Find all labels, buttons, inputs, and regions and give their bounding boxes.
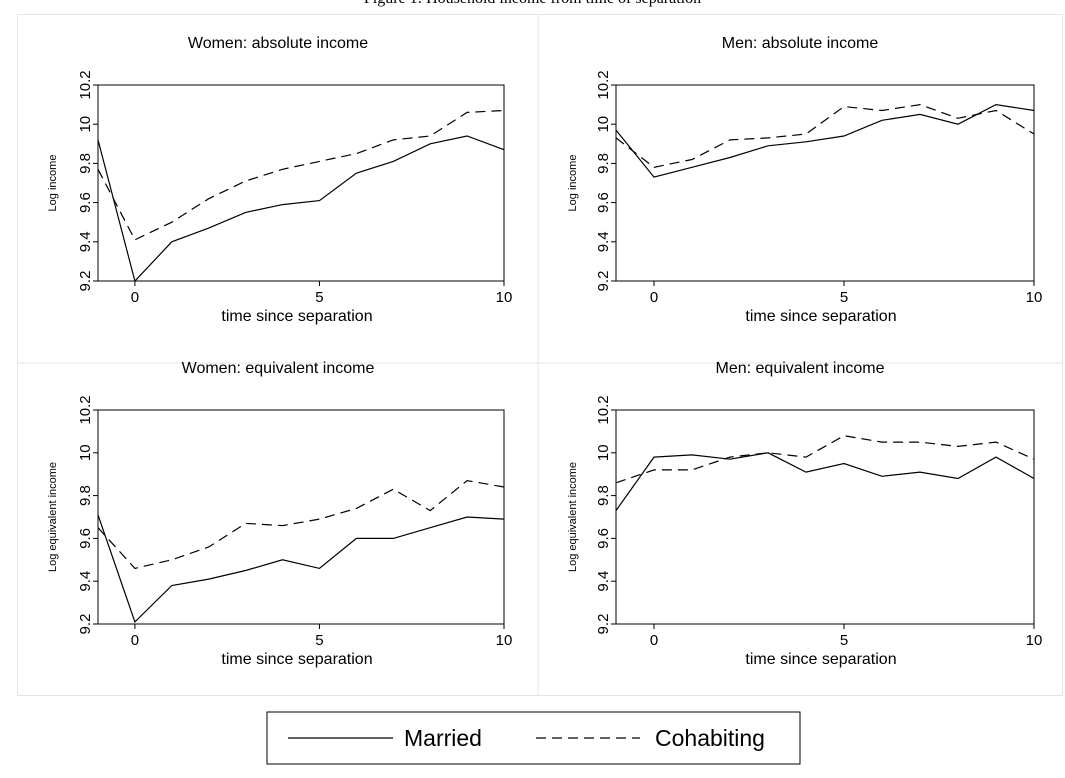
y-tick-label: 9.8 [77, 485, 94, 506]
y-tick-label: 9.6 [595, 528, 612, 549]
y-tick-label: 9.8 [77, 153, 94, 174]
plot-area [615, 409, 1035, 625]
series-line-married [97, 135, 505, 283]
chart-title: Men: absolute income [722, 35, 879, 52]
series-line-cohabiting [97, 479, 505, 570]
chart-panel-2: Men: absolute income 9.2 9.4 9.6 9.8 10 10.2 Lo… [567, 35, 1042, 325]
y-tick-label: 10 [595, 444, 612, 461]
x-axis-label: time since separation [745, 308, 896, 325]
x-tick-label: 10 [496, 289, 513, 306]
series-line-married [615, 452, 1035, 511]
legend-label: Married [404, 725, 482, 751]
y-tick-label: 9.4 [595, 231, 612, 252]
x-tick-label: 0 [131, 289, 139, 306]
series-line-cohabiting [615, 103, 1035, 168]
x-tick-label: 0 [650, 289, 658, 306]
y-tick-label: 10.2 [77, 70, 94, 99]
y-tick-label: 9.4 [595, 571, 612, 592]
x-axis-label: time since separation [745, 651, 896, 668]
plot-area [615, 84, 1035, 282]
y-tick-label: 10 [77, 116, 94, 133]
y-tick-label: 9.4 [77, 571, 94, 592]
series-line-married [97, 514, 505, 623]
y-tick-label: 9.8 [595, 485, 612, 506]
x-tick-label: 10 [1026, 289, 1043, 306]
plot-area [97, 84, 505, 282]
y-tick-label: 10.2 [77, 395, 94, 424]
chart-panel-3: Women: equivalent income 9.2 9.4 9.6 9.8 10 10… [47, 360, 512, 668]
plot-area [97, 409, 505, 625]
figure-frame [17, 14, 1063, 696]
legend-label: Cohabiting [655, 725, 765, 751]
x-axis-label: time since separation [221, 308, 372, 325]
legend: Married Cohabiting [266, 711, 801, 765]
series-line-cohabiting [615, 435, 1035, 484]
y-axis-label: Log income [567, 155, 579, 212]
chart-panel-4: Men: equivalent income 9.2 9.4 9.6 9.8 10 10.2… [567, 360, 1042, 668]
y-tick-label: 10.2 [595, 395, 612, 424]
chart-title: Women: equivalent income [182, 360, 375, 377]
x-tick-label: 0 [131, 632, 139, 649]
chart-panel-1: Women: absolute income 9.2 9.4 9.6 9.8 10 10.2… [47, 35, 512, 325]
x-tick-label: 5 [840, 289, 848, 306]
y-tick-label: 9.2 [595, 614, 612, 635]
series-line-cohabiting [97, 109, 505, 241]
y-tick-label: 9.2 [77, 271, 94, 292]
y-tick-label: 9.2 [595, 271, 612, 292]
y-axis-label: Log equivalent income [567, 462, 579, 572]
y-tick-label: 10 [77, 444, 94, 461]
x-tick-label: 10 [496, 632, 513, 649]
y-axis-label: Log income [47, 155, 59, 212]
series-line-married [615, 103, 1035, 178]
y-tick-label: 10.2 [595, 70, 612, 99]
figure-caption: Figure 1: Household income from time of … [0, 0, 1065, 8]
y-tick-label: 9.6 [77, 528, 94, 549]
y-tick-label: 9.2 [77, 614, 94, 635]
y-tick-label: 9.6 [595, 192, 612, 213]
x-tick-label: 10 [1026, 632, 1043, 649]
x-tick-label: 5 [315, 632, 323, 649]
chart-title: Men: equivalent income [716, 360, 885, 377]
y-axis-label: Log equivalent income [47, 462, 59, 572]
chart-title: Women: absolute income [188, 35, 368, 52]
x-tick-label: 5 [840, 632, 848, 649]
y-tick-label: 10 [595, 116, 612, 133]
x-axis-label: time since separation [221, 651, 372, 668]
y-tick-label: 9.6 [77, 192, 94, 213]
x-tick-label: 0 [650, 632, 658, 649]
y-tick-label: 9.4 [77, 231, 94, 252]
y-tick-label: 9.8 [595, 153, 612, 174]
x-tick-label: 5 [315, 289, 323, 306]
